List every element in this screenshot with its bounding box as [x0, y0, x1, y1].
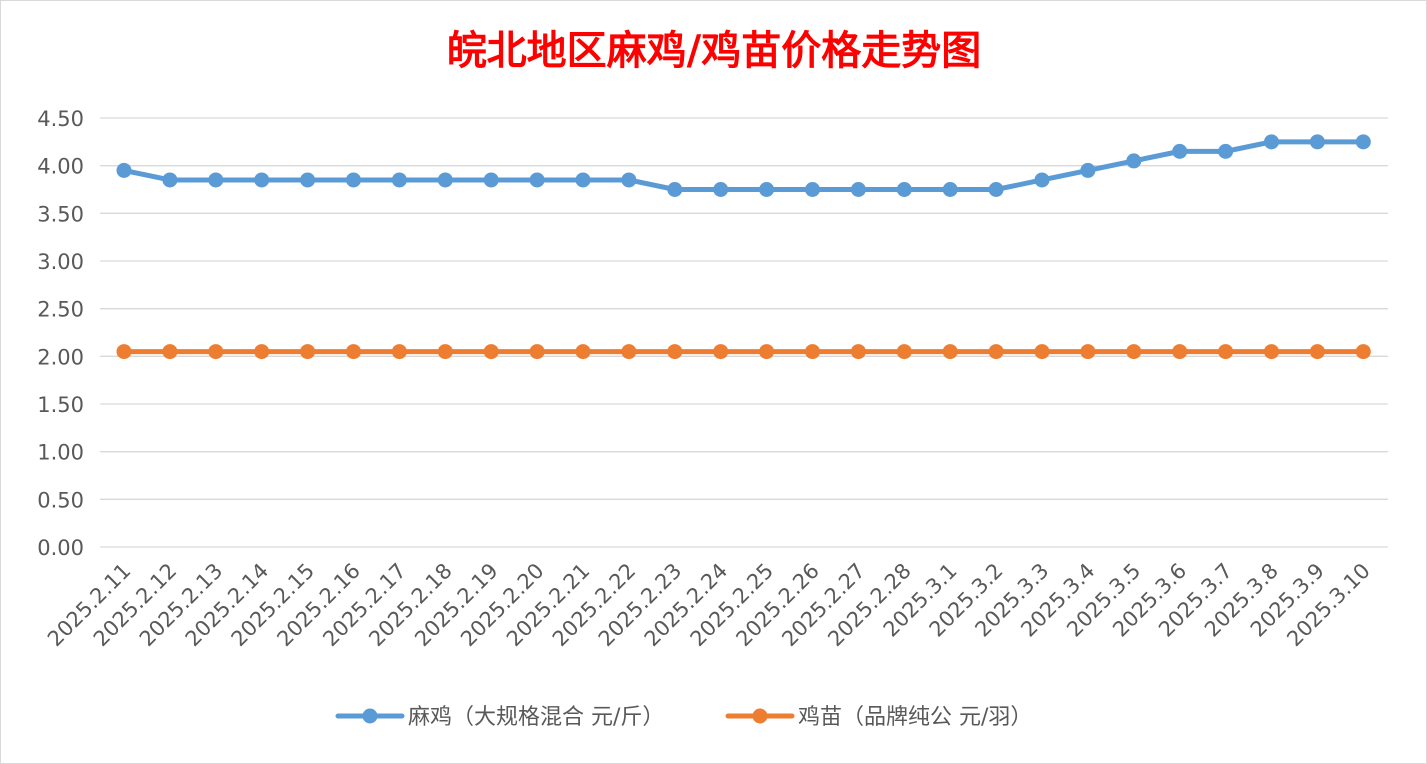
data-point [667, 182, 683, 197]
data-point [942, 344, 958, 360]
data-point [1034, 344, 1050, 360]
data-point [529, 344, 545, 360]
data-point [1309, 134, 1325, 150]
y-tick-label: 3.50 [37, 202, 84, 226]
legend-item-1: 鸡苗（品牌纯公 元/羽） [725, 705, 1032, 730]
y-tick-label: 2.00 [37, 345, 84, 369]
data-point [1080, 344, 1096, 360]
data-point [1264, 134, 1279, 150]
data-point [208, 172, 224, 188]
y-axis-tick-labels: 0.00 0.50 1.00 1.50 2.00 2.50 3.00 3.50 4.00 4.50 [37, 107, 84, 560]
data-point [1172, 143, 1188, 159]
data-point [346, 344, 361, 360]
data-point [391, 172, 407, 188]
series-0 [116, 134, 1371, 197]
series-1 [116, 344, 1371, 360]
data-point [208, 344, 224, 360]
data-point [162, 172, 178, 188]
data-point [621, 172, 637, 188]
chart-title: 皖北地区麻鸡/鸡苗价格走势图 [447, 27, 982, 74]
y-tick-label: 0.50 [37, 488, 84, 512]
y-tick-label: 4.00 [37, 155, 84, 179]
data-point [254, 344, 270, 360]
data-point [805, 344, 820, 360]
legend-swatch-marker [362, 708, 378, 724]
data-point [1218, 344, 1234, 360]
data-point [759, 344, 775, 360]
data-point [254, 172, 270, 188]
y-tick-label: 2.50 [37, 298, 84, 322]
data-point [896, 182, 912, 197]
data-point [805, 182, 820, 197]
data-point [483, 172, 499, 188]
data-point [391, 344, 407, 360]
data-point [759, 182, 775, 197]
legend-item-0: 麻鸡（大规格混合 元/斤） [335, 705, 664, 730]
data-point [1218, 143, 1234, 159]
data-point [300, 344, 316, 360]
data-point [1126, 344, 1142, 360]
data-point [1355, 344, 1371, 360]
data-point [437, 172, 453, 188]
data-point [1172, 344, 1188, 360]
data-point [942, 182, 958, 197]
data-point [1264, 344, 1279, 360]
legend: 麻鸡（大规格混合 元/斤） 鸡苗（品牌纯公 元/羽） [335, 705, 1032, 730]
data-point [575, 172, 591, 188]
grid-lines [100, 117, 1388, 548]
data-point [529, 172, 545, 188]
data-point [621, 344, 637, 360]
data-point [437, 344, 453, 360]
legend-label: 鸡苗（品牌纯公 元/羽） [798, 705, 1032, 730]
data-point [162, 344, 178, 360]
legend-label: 麻鸡（大规格混合 元/斤） [408, 705, 664, 730]
data-point [1034, 172, 1050, 188]
data-point [346, 172, 361, 188]
data-point [483, 344, 499, 360]
data-point [1309, 344, 1325, 360]
data-point [713, 182, 729, 197]
data-point [850, 182, 866, 197]
data-point [896, 344, 912, 360]
data-point [667, 344, 683, 360]
data-point [1080, 162, 1096, 178]
y-tick-label: 4.50 [37, 107, 84, 131]
data-point [988, 182, 1004, 197]
data-point [850, 344, 866, 360]
data-point [988, 344, 1004, 360]
data-point [116, 344, 132, 360]
y-tick-label: 1.00 [37, 441, 84, 465]
y-tick-label: 0.00 [37, 536, 84, 560]
data-point [713, 344, 729, 360]
data-point [1126, 153, 1142, 169]
y-tick-label: 1.50 [37, 393, 84, 417]
data-point [116, 162, 132, 178]
data-point [575, 344, 591, 360]
series-layer [116, 134, 1371, 360]
data-point [1355, 134, 1371, 150]
series-line [121, 139, 1366, 192]
y-tick-label: 3.00 [37, 250, 84, 274]
data-point [300, 172, 316, 188]
legend-swatch-marker [752, 708, 768, 724]
